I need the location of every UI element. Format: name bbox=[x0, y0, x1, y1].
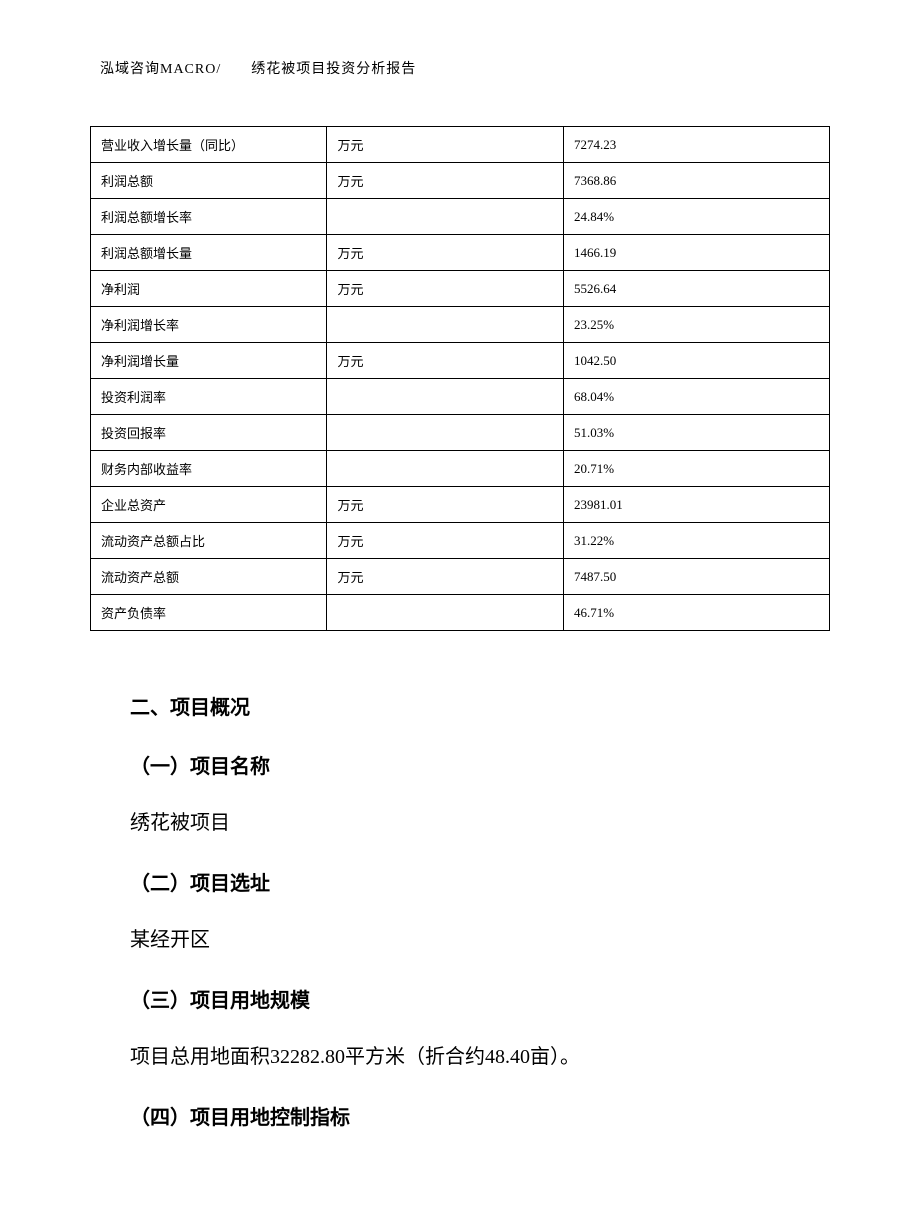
table-row: 净利润增长量 万元 1042.50 bbox=[91, 343, 830, 379]
indicator-label: 利润总额 bbox=[91, 163, 327, 199]
table-row: 资产负债率 46.71% bbox=[91, 595, 830, 631]
table-row: 净利润 万元 5526.64 bbox=[91, 271, 830, 307]
indicator-unit: 万元 bbox=[327, 235, 563, 271]
indicator-unit bbox=[327, 595, 563, 631]
indicator-label: 净利润 bbox=[91, 271, 327, 307]
section-heading-landcontrol: （四）项目用地控制指标 bbox=[130, 1101, 810, 1130]
section-heading-main: 二、项目概况 bbox=[130, 691, 810, 720]
indicator-label: 财务内部收益率 bbox=[91, 451, 327, 487]
indicator-label: 营业收入增长量（同比） bbox=[91, 127, 327, 163]
section-heading-location: （二）项目选址 bbox=[130, 867, 810, 896]
financial-indicators-table: 营业收入增长量（同比） 万元 7274.23 利润总额 万元 7368.86 利… bbox=[90, 126, 830, 631]
indicator-label: 净利润增长量 bbox=[91, 343, 327, 379]
indicator-unit: 万元 bbox=[327, 271, 563, 307]
indicator-unit bbox=[327, 307, 563, 343]
project-name-text: 绣花被项目 bbox=[130, 807, 810, 839]
section-heading-name: （一）项目名称 bbox=[130, 750, 810, 779]
table-row: 营业收入增长量（同比） 万元 7274.23 bbox=[91, 127, 830, 163]
indicator-value: 23.25% bbox=[563, 307, 829, 343]
indicator-value: 7487.50 bbox=[563, 559, 829, 595]
indicator-unit: 万元 bbox=[327, 487, 563, 523]
indicator-value: 20.71% bbox=[563, 451, 829, 487]
indicator-label: 资产负债率 bbox=[91, 595, 327, 631]
table-row: 净利润增长率 23.25% bbox=[91, 307, 830, 343]
table-row: 流动资产总额占比 万元 31.22% bbox=[91, 523, 830, 559]
indicator-label: 流动资产总额占比 bbox=[91, 523, 327, 559]
indicator-value: 68.04% bbox=[563, 379, 829, 415]
indicator-unit bbox=[327, 199, 563, 235]
table-row: 流动资产总额 万元 7487.50 bbox=[91, 559, 830, 595]
indicator-unit: 万元 bbox=[327, 127, 563, 163]
indicator-label: 利润总额增长量 bbox=[91, 235, 327, 271]
indicator-value: 51.03% bbox=[563, 415, 829, 451]
project-landscale-text: 项目总用地面积32282.80平方米（折合约48.40亩）。 bbox=[130, 1041, 810, 1073]
indicator-value: 23981.01 bbox=[563, 487, 829, 523]
table-row: 利润总额增长量 万元 1466.19 bbox=[91, 235, 830, 271]
indicator-unit: 万元 bbox=[327, 343, 563, 379]
indicator-value: 1042.50 bbox=[563, 343, 829, 379]
indicator-value: 46.71% bbox=[563, 595, 829, 631]
indicator-unit bbox=[327, 415, 563, 451]
indicator-value: 1466.19 bbox=[563, 235, 829, 271]
indicator-unit: 万元 bbox=[327, 523, 563, 559]
table-row: 企业总资产 万元 23981.01 bbox=[91, 487, 830, 523]
indicator-unit: 万元 bbox=[327, 559, 563, 595]
indicator-label: 投资回报率 bbox=[91, 415, 327, 451]
indicator-value: 24.84% bbox=[563, 199, 829, 235]
indicator-value: 7368.86 bbox=[563, 163, 829, 199]
indicator-unit bbox=[327, 451, 563, 487]
indicator-label: 净利润增长率 bbox=[91, 307, 327, 343]
table-row: 利润总额 万元 7368.86 bbox=[91, 163, 830, 199]
indicator-label: 利润总额增长率 bbox=[91, 199, 327, 235]
indicator-value: 5526.64 bbox=[563, 271, 829, 307]
indicator-label: 投资利润率 bbox=[91, 379, 327, 415]
page-container: 泓域咨询MACRO/ 绣花被项目投资分析报告 营业收入增长量（同比） 万元 72… bbox=[0, 0, 920, 1218]
table-row: 利润总额增长率 24.84% bbox=[91, 199, 830, 235]
page-header: 泓域咨询MACRO/ 绣花被项目投资分析报告 bbox=[90, 58, 830, 78]
indicator-label: 流动资产总额 bbox=[91, 559, 327, 595]
indicator-unit: 万元 bbox=[327, 163, 563, 199]
indicator-unit bbox=[327, 379, 563, 415]
project-location-text: 某经开区 bbox=[130, 924, 810, 956]
table-row: 投资利润率 68.04% bbox=[91, 379, 830, 415]
table-row: 财务内部收益率 20.71% bbox=[91, 451, 830, 487]
indicator-value: 7274.23 bbox=[563, 127, 829, 163]
indicator-value: 31.22% bbox=[563, 523, 829, 559]
section-heading-landscale: （三）项目用地规模 bbox=[130, 984, 810, 1013]
table-row: 投资回报率 51.03% bbox=[91, 415, 830, 451]
section-content: 二、项目概况 （一）项目名称 绣花被项目 （二）项目选址 某经开区 （三）项目用… bbox=[90, 691, 830, 1130]
indicator-label: 企业总资产 bbox=[91, 487, 327, 523]
